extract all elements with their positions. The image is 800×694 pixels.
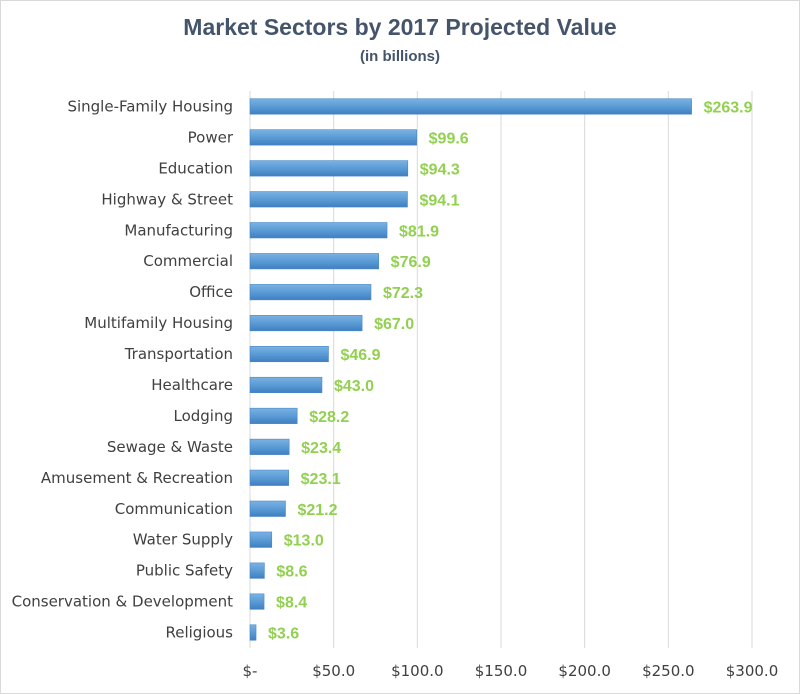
- bar: [249, 315, 363, 332]
- category-label: Office: [189, 283, 233, 301]
- bar: [249, 438, 290, 455]
- category-label: Communication: [115, 500, 233, 518]
- chart-subtitle: (in billions): [360, 48, 440, 65]
- x-tick-label: $150.0: [475, 662, 528, 680]
- data-label: $67.0: [374, 316, 414, 333]
- category-label: Amusement & Recreation: [41, 469, 233, 487]
- x-tick-label: $100.0: [391, 662, 444, 680]
- data-label: $8.4: [276, 595, 307, 612]
- x-tick-label: $-: [243, 662, 258, 680]
- bar: [249, 253, 379, 270]
- data-label: $76.9: [391, 254, 431, 271]
- category-label: Education: [158, 159, 233, 177]
- bar: [249, 562, 265, 579]
- category-label: Water Supply: [133, 531, 233, 549]
- bar: [249, 98, 692, 115]
- bar: [249, 376, 323, 394]
- bars: [249, 98, 692, 641]
- data-label: $72.3: [383, 285, 423, 302]
- bar: [249, 284, 372, 301]
- data-label: $13.0: [284, 533, 324, 550]
- data-label: $23.4: [301, 440, 341, 457]
- data-label: $99.6: [429, 130, 469, 147]
- category-label: Multifamily Housing: [84, 314, 233, 332]
- x-tick-label: $50.0: [312, 662, 355, 680]
- category-label: Highway & Street: [101, 190, 233, 208]
- data-label: $263.9: [704, 99, 753, 116]
- category-label: Single-Family Housing: [67, 97, 233, 115]
- bar: [249, 222, 388, 239]
- bar: [249, 129, 417, 146]
- category-label: Public Safety: [136, 562, 233, 580]
- bar: [249, 624, 257, 641]
- bar: [249, 531, 273, 548]
- bar: [249, 160, 409, 177]
- data-label: $46.9: [340, 347, 380, 364]
- x-tick-label: $200.0: [558, 662, 611, 680]
- category-label: Power: [188, 128, 234, 146]
- grid-lines: [249, 91, 753, 648]
- data-label: $94.1: [419, 192, 459, 209]
- data-label: $81.9: [399, 223, 439, 240]
- data-label: $28.2: [309, 409, 349, 426]
- category-labels: Single-Family Housing Power Education Highw…: [12, 97, 234, 641]
- data-label: $8.6: [276, 564, 307, 581]
- category-label: Transportation: [124, 345, 233, 363]
- category-label: Healthcare: [151, 376, 233, 394]
- category-label: Manufacturing: [124, 221, 233, 239]
- category-label: Lodging: [173, 407, 233, 425]
- bar: [249, 469, 289, 486]
- category-label: Religious: [166, 624, 234, 642]
- bar: [249, 593, 265, 610]
- data-label: $21.2: [297, 502, 337, 519]
- data-labels: $263.9 $99.6 $94.3 $94.1 $81.9 $76.9 $72.3 $67.…: [268, 99, 753, 642]
- bar: [249, 407, 298, 424]
- x-tick-label: $300.0: [726, 662, 779, 680]
- category-label: Sewage & Waste: [107, 438, 233, 456]
- data-label: $3.6: [268, 626, 299, 643]
- data-label: $43.0: [334, 378, 374, 395]
- x-tick-labels: $- $50.0 $100.0 $150.0 $200.0 $250.0 $300.0: [243, 662, 779, 680]
- bar: [249, 500, 286, 517]
- bar: [249, 345, 329, 363]
- chart-title: Market Sectors by 2017 Projected Value: [183, 14, 617, 40]
- category-label: Commercial: [143, 252, 233, 270]
- category-label: Conservation & Development: [12, 593, 234, 611]
- x-tick-label: $250.0: [642, 662, 695, 680]
- bar: [249, 191, 408, 208]
- data-label: $94.3: [420, 161, 460, 178]
- data-label: $23.1: [301, 471, 341, 488]
